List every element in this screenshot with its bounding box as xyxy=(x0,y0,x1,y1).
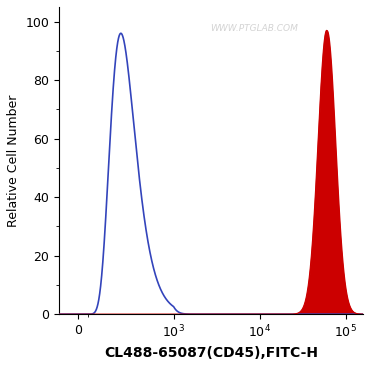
Y-axis label: Relative Cell Number: Relative Cell Number xyxy=(7,94,20,227)
Text: WWW.PTGLAB.COM: WWW.PTGLAB.COM xyxy=(210,24,297,33)
X-axis label: CL488-65087(CD45),FITC-H: CL488-65087(CD45),FITC-H xyxy=(104,346,318,360)
